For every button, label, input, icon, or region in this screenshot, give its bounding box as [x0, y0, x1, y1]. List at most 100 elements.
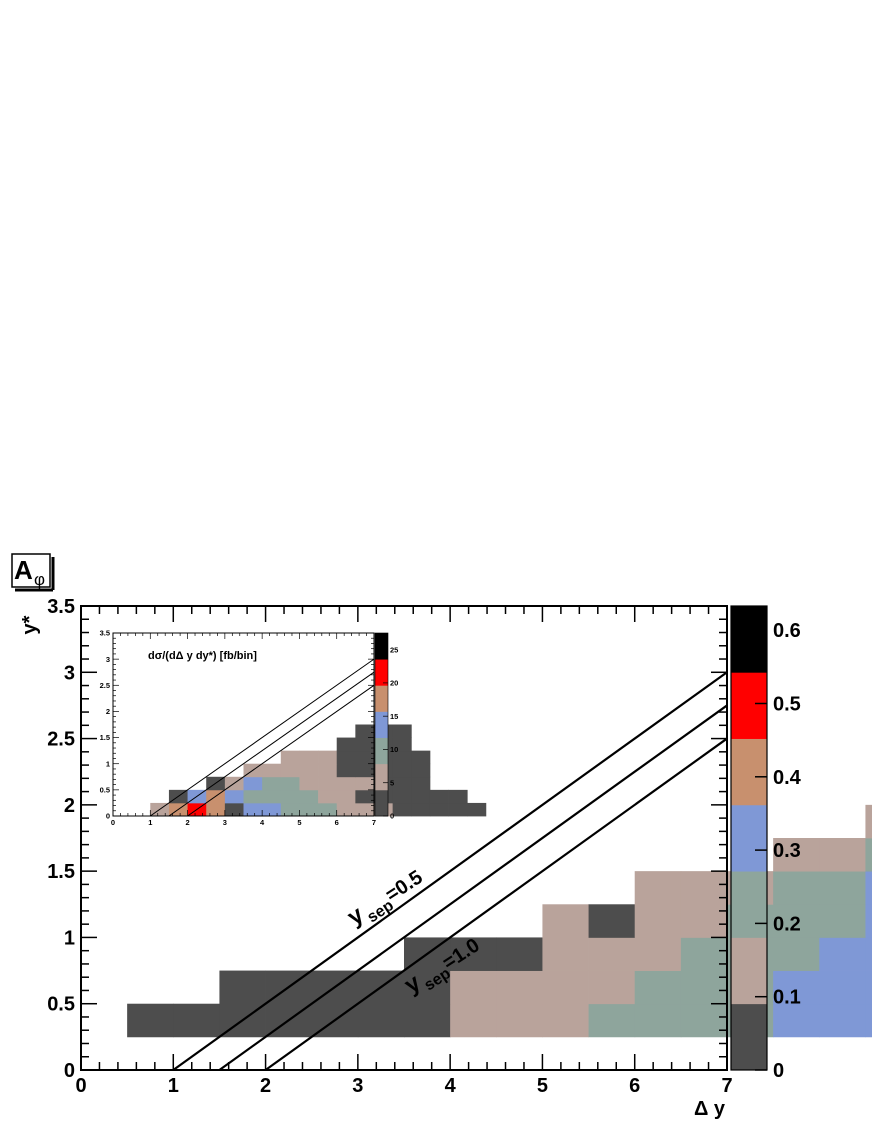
heatmap-cell [336, 750, 356, 765]
y-tick-label: 2 [64, 795, 75, 817]
heatmap-cell [262, 802, 282, 817]
heatmap-cell [280, 776, 300, 791]
heatmap-cell [392, 737, 412, 752]
colorbar-swatch [731, 937, 767, 1005]
colorbar-label: 0.4 [773, 767, 802, 789]
heatmap-cell [634, 937, 682, 971]
ysep-line [168, 671, 375, 817]
y-tick-label: 1 [106, 759, 110, 768]
heatmap-cell [355, 750, 375, 765]
heatmap-cell [429, 802, 449, 817]
heatmap-cell [318, 802, 338, 817]
heatmap-cell [542, 937, 589, 971]
colorbar-swatch [731, 606, 767, 673]
heatmap-cell [280, 789, 300, 804]
x-tick-label: 0 [75, 1075, 86, 1097]
x-tick-label: 6 [335, 818, 339, 827]
heatmap-cell [392, 763, 412, 778]
heatmap-cell [299, 776, 319, 791]
heatmap-cell [450, 970, 497, 1005]
heatmap-cell [392, 724, 412, 738]
heatmap-cell [392, 750, 412, 765]
inset-heatmap: 0 1 2 3 4 5 6 7 0 0.5 1 1.5 2 2.5 3 3.5 0 5 10 15 20 25 dσ/(dΔ… [100, 629, 487, 827]
heatmap-cell [355, 789, 375, 804]
heatmap-cell [634, 1003, 682, 1038]
colorbar-swatch [375, 685, 388, 712]
colorbar-label: 20 [390, 679, 398, 688]
heatmap-cell [299, 802, 319, 817]
heatmap-cell [819, 970, 866, 1005]
heatmap-cell [467, 802, 487, 817]
inset-title: dσ/(dΔ y dy*) [fb/bin] [148, 650, 257, 662]
heatmap-cell [336, 776, 356, 791]
x-tick-label: 2 [260, 1075, 271, 1097]
heatmap-cell [542, 1003, 589, 1038]
heatmap-cell [243, 802, 263, 817]
colorbar-label: 10 [390, 745, 398, 754]
heatmap-cell [865, 904, 872, 938]
heatmap-cell [243, 776, 263, 791]
ysep-line [187, 684, 375, 817]
x-tick-label: 1 [148, 818, 152, 827]
y-tick-label: 1 [64, 927, 75, 949]
heatmap-cell [173, 1003, 220, 1038]
heatmap-cell [450, 937, 497, 971]
heatmap-cell [588, 937, 636, 971]
heatmap-cell [542, 970, 589, 1005]
heatmap-cell [450, 1003, 497, 1038]
heatmap-cell [243, 789, 263, 804]
x-tick-label: 3 [223, 818, 227, 827]
heatmap-cell [634, 904, 682, 938]
heatmap-cell [680, 904, 728, 938]
heatmap-cell [496, 937, 543, 971]
y-axis-label: y* [19, 615, 41, 634]
heatmap-cell [773, 1003, 820, 1038]
y-tick-label: 3 [64, 662, 75, 684]
heatmap-cell [819, 838, 866, 872]
heatmap-cell [299, 789, 319, 804]
heatmap-cell [336, 763, 356, 778]
heatmap-cell [411, 763, 431, 778]
colorbar-swatch [375, 659, 388, 686]
title-badge-box [11, 553, 51, 588]
heatmap-cell [865, 970, 872, 1005]
colorbar-label: 0.1 [773, 987, 801, 1009]
heatmap-cell [773, 970, 820, 1005]
colorbar: 0 5 10 15 20 25 [374, 632, 398, 821]
colorbar-label: 0.5 [773, 693, 801, 715]
heatmap-cell [262, 776, 282, 791]
colorbar-swatch [731, 804, 767, 872]
heatmap-cell [448, 802, 468, 817]
heatmap-cell [634, 970, 682, 1005]
heatmap-cell [773, 937, 820, 971]
colorbar-swatch [375, 633, 388, 660]
heatmap-cell [819, 937, 866, 971]
heatmap-cell [392, 776, 412, 791]
heatmap-cell [588, 1003, 636, 1038]
heatmap-cell [206, 802, 226, 817]
heatmap-cell [773, 838, 820, 872]
heatmap-cell [336, 737, 356, 752]
colorbar-frame [730, 605, 768, 1071]
heatmap-cell [448, 789, 468, 804]
colorbar-swatch [375, 737, 388, 765]
colorbar-label: 0.3 [773, 840, 801, 862]
heatmap-cell [411, 750, 431, 765]
heatmap-cell [318, 750, 338, 765]
x-tick-label: 3 [352, 1075, 363, 1097]
heatmap-cell [355, 802, 375, 817]
colorbar-label: 0 [390, 812, 394, 821]
ysep-lines [149, 658, 375, 817]
x-tick-label: 6 [629, 1075, 640, 1097]
heatmap-cell [411, 802, 431, 817]
y-tick-label: 0 [106, 812, 110, 821]
ysep-line [172, 671, 728, 1071]
heatmap-cell [865, 838, 872, 872]
ysep-line [218, 704, 728, 1071]
heatmap-cell [224, 789, 244, 804]
heatmap-cell [318, 763, 338, 778]
colorbar-swatch [731, 1003, 767, 1071]
x-tick-label: 5 [537, 1075, 548, 1097]
heatmap-cell [355, 763, 375, 778]
heatmap-cell [318, 776, 338, 791]
